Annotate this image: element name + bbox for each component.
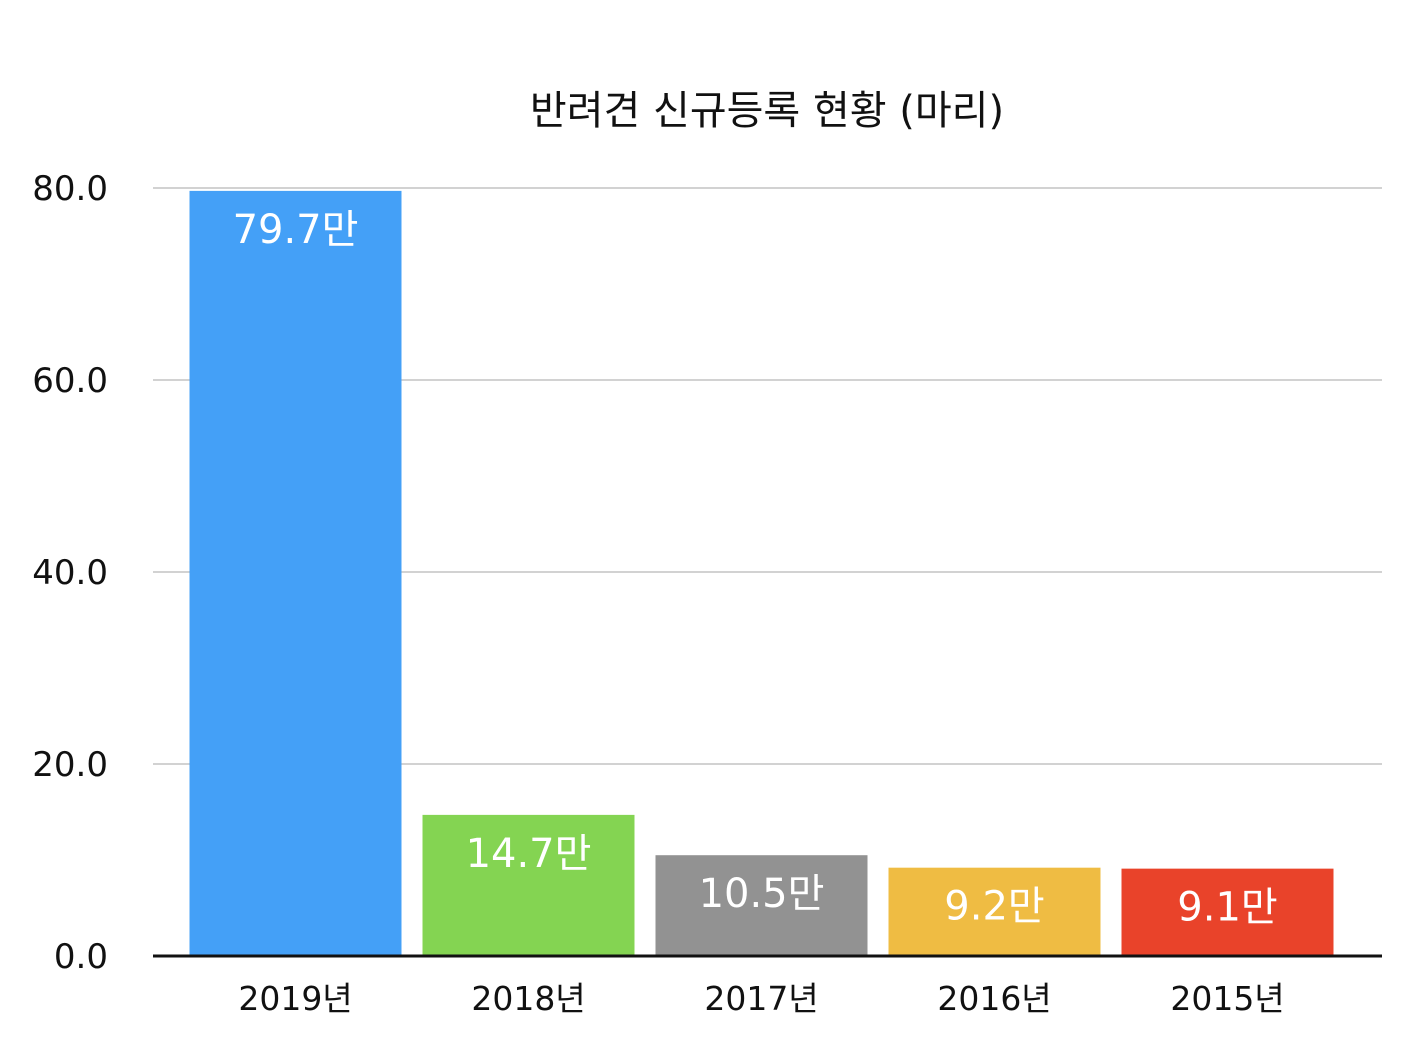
x-tick-label: 2017년 [704,979,818,1018]
bars [189,190,1334,956]
y-tick-label: 0.0 [54,937,108,977]
y-axis-ticks: 0.0 20.0 40.0 60.0 80.0 [32,169,108,977]
data-label: 9.2만 [944,884,1044,930]
bar [1121,868,1334,956]
x-tick-label: 2016년 [937,979,1051,1018]
y-tick-label: 20.0 [32,745,108,785]
chart-title: 반려견 신규등록 현황 (마리) [529,88,1005,134]
x-tick-label: 2015년 [1170,979,1284,1018]
x-axis-ticks: 2019년 2018년 2017년 2016년 2015년 [238,979,1284,1018]
bar [189,190,402,956]
data-label: 10.5만 [699,871,825,917]
data-label: 79.7만 [233,207,359,253]
y-tick-label: 60.0 [32,361,108,401]
bar [655,855,868,956]
x-tick-label: 2019년 [238,979,352,1018]
data-label: 14.7만 [466,831,592,877]
bar [422,814,635,956]
data-labels: 79.7만 14.7만 10.5만 9.2만 9.1만 [233,207,1278,931]
bar [888,867,1101,956]
y-tick-label: 40.0 [32,553,108,593]
data-label: 9.1만 [1177,885,1277,931]
x-tick-label: 2018년 [471,979,585,1018]
y-tick-label: 80.0 [32,169,108,209]
